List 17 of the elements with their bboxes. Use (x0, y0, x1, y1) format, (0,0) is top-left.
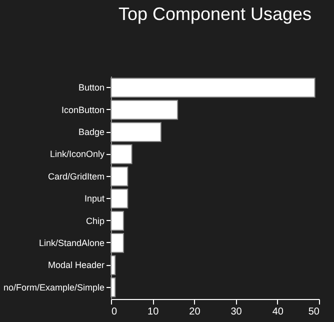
y-tick-label: Link/StandAlone (38, 238, 104, 248)
y-tick-label: Badge (78, 127, 104, 138)
chart-title: Top Component Usages (118, 4, 312, 24)
y-tick-label: Input (84, 194, 105, 204)
x-tick-label: 50 (308, 306, 320, 318)
x-tick-label: 40 (272, 306, 284, 318)
x-tick-label: 20 (189, 306, 201, 318)
x-tick-label: 30 (230, 306, 242, 318)
y-tick-label: Button (78, 82, 104, 93)
x-tick-label: 0 (112, 306, 118, 318)
y-tick-label: Link/IconOnly (50, 149, 105, 160)
y-tick-label: Card/GridItem (48, 171, 104, 182)
y-tick-label: IconButton (61, 104, 104, 115)
y-tick-label: no/Form/Example/Simple (3, 282, 104, 292)
y-tick-label: Chip (86, 216, 104, 226)
x-tick-label: 10 (148, 306, 160, 318)
y-tick-label: Modal Header (48, 260, 105, 270)
